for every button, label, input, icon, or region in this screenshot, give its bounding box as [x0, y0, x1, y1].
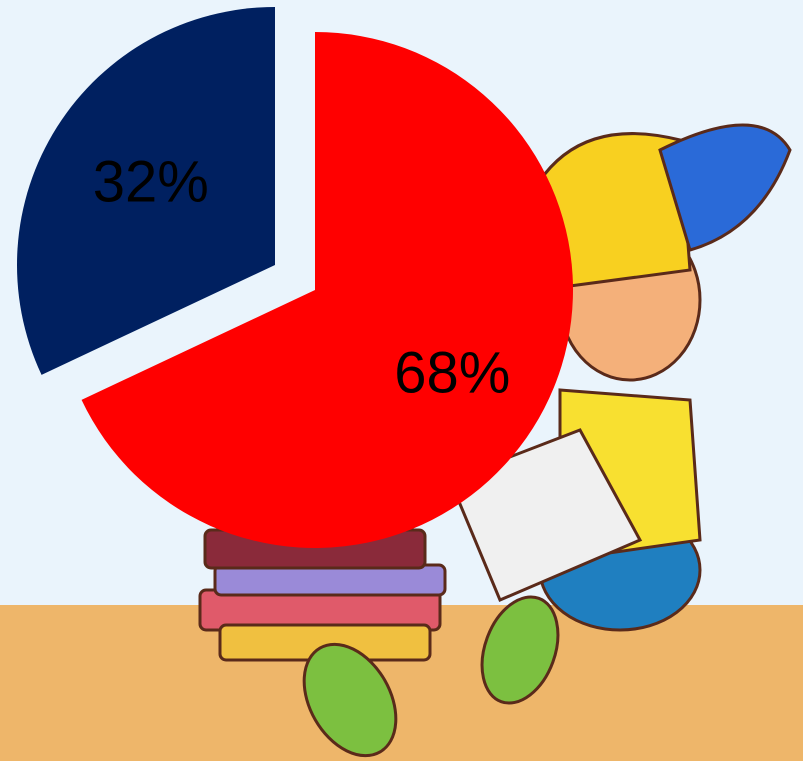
pie-slice: [81, 32, 573, 548]
value-label: 32%: [93, 150, 209, 215]
pie: 68% 32%: [16, 7, 573, 548]
value-label: 68%: [394, 340, 510, 405]
pie-slice: [16, 7, 275, 375]
